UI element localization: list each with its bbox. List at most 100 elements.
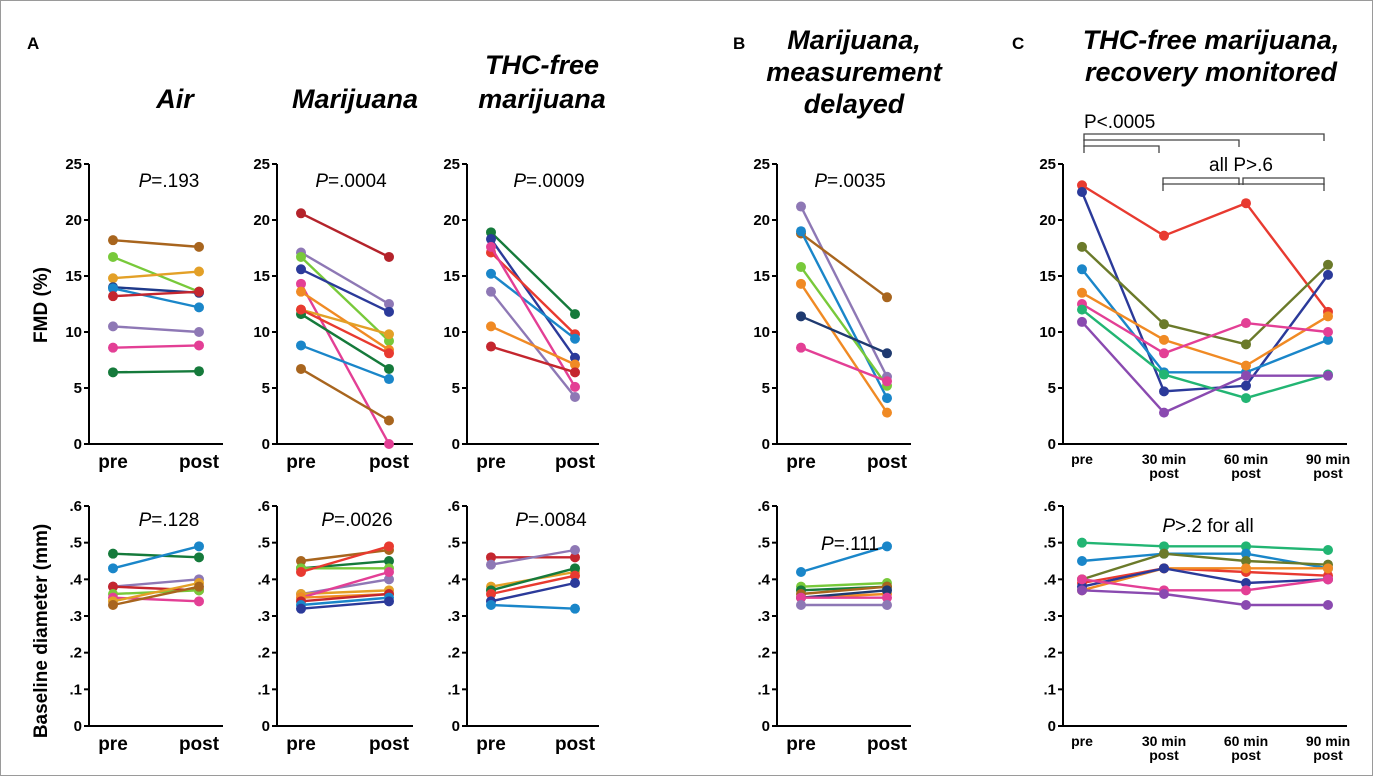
air_diam-series-line-6 [112,581,200,603]
mj_diam-ytick-label: .4 [257,571,270,588]
c_diam-data-point [1077,574,1087,585]
air_diam-data-point [194,596,204,607]
c_fmd-series-line-6 [1081,308,1329,400]
c_fmd-series-line-7 [1081,321,1328,415]
thc_fmd-data-point [486,241,496,252]
c_diam-xtick-label-line2: post [1149,747,1179,763]
c_diam-series-line-3 [1081,567,1329,585]
c_diam-data-point [1241,578,1251,588]
thc_diam-ytick-label: 0 [452,718,460,735]
thc_fmd-data-point [486,268,496,279]
air_fmd-series-line-2 [112,270,200,280]
mj_diam-axes [276,506,413,727]
c_diam-series-line-6 [1081,578,1329,592]
c_diam-series-line-0 [1081,541,1329,552]
b_fmd-data-point [882,376,892,387]
air_diam-ytick-label: 0 [74,718,82,735]
bracket-pre-30 [1083,145,1160,153]
thc_fmd-series-line-2 [490,251,576,336]
bracket-60-90 [1242,177,1325,185]
c_fmd-data-point [1241,339,1251,350]
p-value-lt-0005: P<.0005 [1084,112,1155,133]
c_diam-xtick-label-line2: post [1313,747,1343,763]
thc_diam-data-point [570,545,580,555]
mj_fmd-data-point [384,251,394,262]
mj_fmd-data-point [296,363,306,374]
thc_fmd-data-point [570,309,580,320]
thc_diam-data-point [486,600,496,610]
b_diam-series-line-0 [800,545,888,574]
chart-b_diam: 0 .1 .2 .3 .4 .5 .6 pre post P=.111 [757,498,911,755]
mj_fmd-series-line-2 [300,256,390,342]
thc_fmd-p-value: P=.0009 [513,171,584,192]
c_fmd-data-point [1159,334,1169,345]
b_fmd-data-point [882,348,892,359]
b_diam-data-point [882,592,892,603]
c_fmd-data-point [1077,316,1087,327]
mj_diam-xtick-label: post [369,734,410,755]
b_diam-xtick-label: post [867,734,908,755]
b_fmd-p-value: P=.0035 [814,171,885,192]
thc_fmd-series-line-0 [490,231,576,315]
b_fmd-series-line-2 [799,230,889,399]
c_diam-ytick-label: .2 [1043,645,1056,662]
mj_fmd-series-line-1 [300,251,390,306]
c_fmd-data-point [1241,360,1251,371]
mj_diam-data-point [296,603,306,614]
air_fmd-data-point [108,273,118,284]
mj_diam-data-point [296,567,306,577]
mj_fmd-data-point [296,251,306,262]
c_fmd-series-line-1 [1080,191,1329,393]
thc_diam-data-point [570,578,580,588]
c_diam-data-point [1159,541,1169,552]
mj_diam-ytick-label: .6 [257,498,270,515]
air_fmd-series-line-8 [112,370,200,374]
thc_diam-series-line-5 [490,581,576,603]
c_fmd-data-point [1077,287,1087,298]
c_diam-series-line-4 [1081,567,1328,592]
mj_fmd-data-point [296,340,306,351]
mj_diam-ytick-label: 0 [262,718,270,735]
air_diam-ytick-label: .6 [69,498,82,515]
c_fmd-xtick-label: 30 min [1142,451,1186,467]
c_fmd-xtick-label: 90 min [1306,451,1350,467]
b_fmd-series-line-0 [799,206,889,378]
c_diam-ytick-label: .3 [1043,608,1056,625]
air_diam-data-point [194,581,204,592]
bracket-30-90 [1162,183,1325,191]
mj_diam-ytick-label: .1 [257,681,270,698]
thc_fmd-xtick-label: pre [476,452,506,473]
b_diam-data-point [796,567,806,577]
c_diam-xtick-label: 60 min [1224,733,1268,749]
mj_fmd-series-line-4 [299,283,391,445]
air_fmd-series-line-5 [112,290,200,298]
thc_fmd-series-line-7 [490,345,576,374]
b_fmd-data-point [796,201,806,212]
air_fmd-p-value: P=.193 [139,171,200,192]
thc_diam-data-point [486,559,496,570]
c_diam-ytick-label: 0 [1048,718,1056,735]
mj_fmd-series-line-9 [300,344,390,381]
thc_fmd-series-line-6 [490,325,576,366]
thc_diam-data-point [486,589,496,599]
c_fmd-series-line-2 [1081,246,1329,346]
thc_fmd-ytick-label: 25 [443,156,460,173]
thc_fmd-series-line-4 [489,246,577,388]
air_diam-series-line-1 [112,545,200,570]
thc_fmd-data-point [570,381,580,392]
c_diam-xtick-label: 90 min [1306,733,1350,749]
air_fmd-data-point [194,286,204,297]
mj_diam-series-line-9 [300,596,390,607]
c_diam-p-value: P>.2 for all [1162,516,1253,537]
b_fmd-data-point [882,407,892,418]
air_diam-xtick-label: pre [98,734,128,755]
mj_fmd-data-point [384,374,394,385]
mj_diam-ytick-label: .5 [257,535,270,552]
mj_fmd-ytick-label: 5 [262,380,270,397]
c_diam-data-point [1241,541,1251,552]
c_fmd-axes [1062,164,1347,445]
c_fmd-data-point [1323,259,1333,270]
b_fmd-series-line-1 [800,232,888,299]
